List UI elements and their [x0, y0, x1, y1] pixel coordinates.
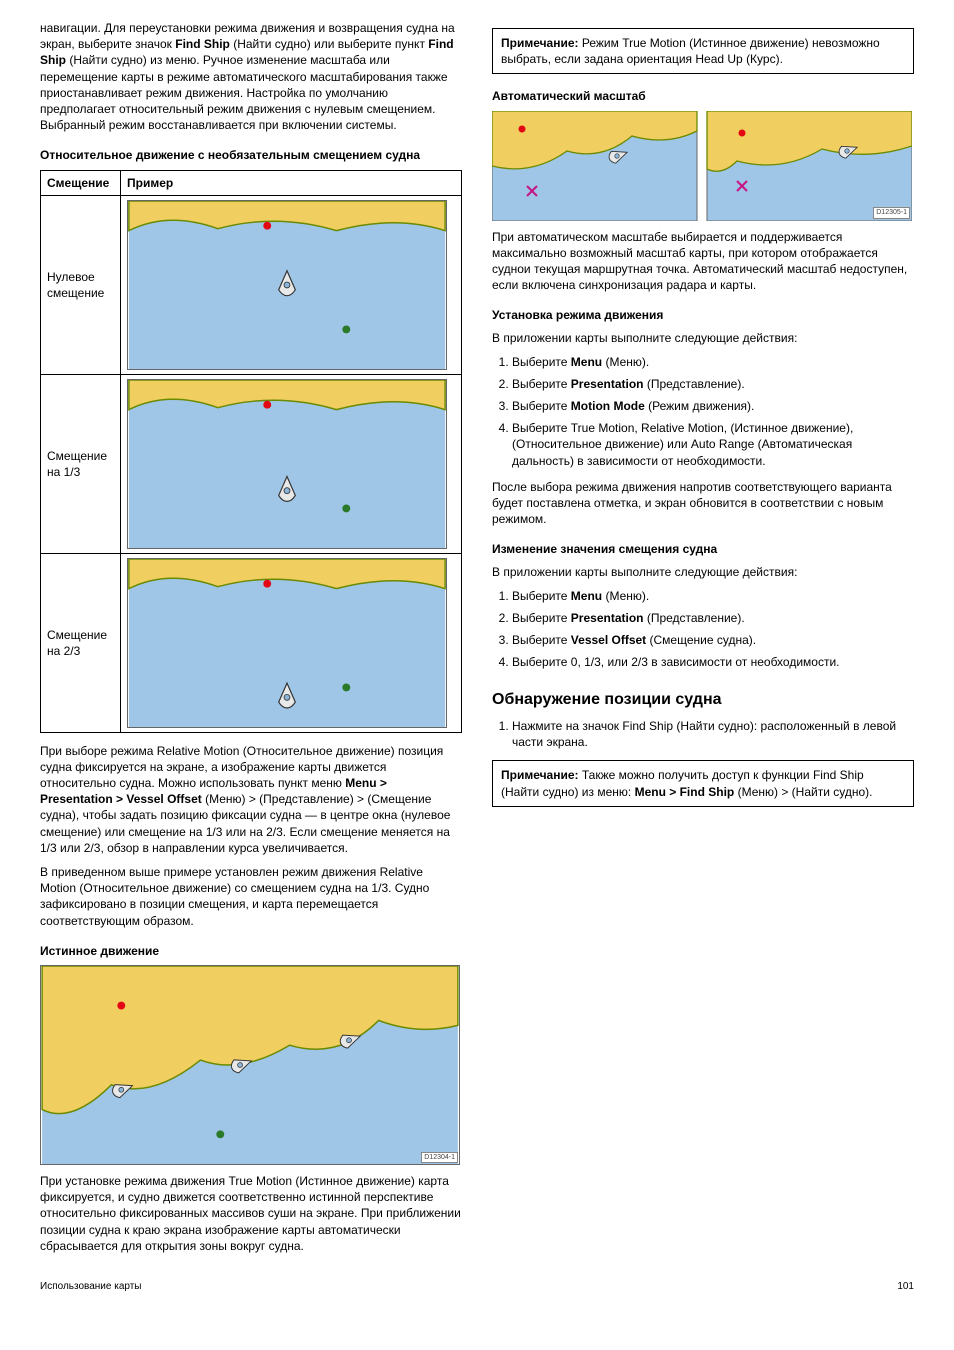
col-header-example: Пример: [121, 170, 462, 195]
relative-motion-example-para: В приведенном выше примере установлен ре…: [40, 864, 462, 929]
find-ship-step-1: Нажмите на значок Find Ship (Найти судно…: [512, 718, 914, 750]
row-label-twothird: Смещение на 2/3: [41, 553, 121, 732]
footer-left: Использование карты: [40, 1280, 142, 1294]
offset-step-4: Выберите 0, 1/3, или 2/3 в зависимости о…: [512, 654, 914, 670]
left-column: навигации. Для переустановки режима движ…: [40, 20, 462, 1262]
row-chart-third: [121, 374, 462, 553]
auto-scale-title: Автоматический масштаб: [492, 88, 914, 104]
set-mode-title: Установка режима движения: [492, 307, 914, 323]
true-motion-figure: D12304-1: [40, 965, 462, 1165]
set-mode-step-4: Выберите True Motion, Relative Motion, (…: [512, 420, 914, 469]
auto-scale-para: При автоматическом масштабе выбирается и…: [492, 229, 914, 294]
row-chart-twothird: [121, 553, 462, 732]
set-mode-steps: Выберите Menu (Меню). Выберите Presentat…: [492, 354, 914, 469]
row-chart-zero: [121, 195, 462, 374]
col-header-offset: Смещение: [41, 170, 121, 195]
offset-step-3: Выберите Vessel Offset (Смещение судна).: [512, 632, 914, 648]
true-motion-fig-code: D12304-1: [421, 1152, 458, 1163]
relative-motion-para: При выборе режима Relative Motion (Относ…: [40, 743, 462, 856]
row-label-zero: Нулевое смещение: [41, 195, 121, 374]
row-label-third: Смещение на 1/3: [41, 374, 121, 553]
set-mode-step-3: Выберите Motion Mode (Режим движения).: [512, 398, 914, 414]
right-column: Примечание: Режим True Motion (Истинное …: [492, 20, 914, 1262]
find-ship-steps: Нажмите на значок Find Ship (Найти судно…: [492, 718, 914, 750]
offset-change-steps: Выберите Menu (Меню). Выберите Presentat…: [492, 588, 914, 671]
footer-right: 101: [897, 1280, 914, 1294]
offset-table: Смещение Пример Нулевое смещение Смещени…: [40, 170, 462, 733]
note-true-motion-headup: Примечание: Режим True Motion (Истинное …: [492, 28, 914, 74]
auto-scale-fig-code: D12305-1: [873, 207, 910, 218]
page-footer: Использование карты 101: [40, 1280, 914, 1294]
offset-step-2: Выберите Presentation (Представление).: [512, 610, 914, 626]
find-ship-title: Обнаружение позиции судна: [492, 689, 914, 711]
set-mode-post: После выбора режима движения напротив со…: [492, 479, 914, 528]
offset-change-title: Изменение значения смещения судна: [492, 541, 914, 557]
true-motion-title: Истинное движение: [40, 943, 462, 959]
true-motion-para: При установке режима движения True Motio…: [40, 1173, 462, 1254]
auto-scale-figure: D12305-1: [492, 111, 914, 221]
set-mode-step-2: Выберите Presentation (Представление).: [512, 376, 914, 392]
offset-change-intro: В приложении карты выполните следующие д…: [492, 564, 914, 580]
intro-paragraph: навигации. Для переустановки режима движ…: [40, 20, 462, 133]
set-mode-intro: В приложении карты выполните следующие д…: [492, 330, 914, 346]
offset-step-1: Выберите Menu (Меню).: [512, 588, 914, 604]
offset-table-title: Относительное движение с необязательным …: [40, 147, 462, 163]
set-mode-step-1: Выберите Menu (Меню).: [512, 354, 914, 370]
note-find-ship-menu: Примечание: Также можно получить доступ …: [492, 760, 914, 806]
